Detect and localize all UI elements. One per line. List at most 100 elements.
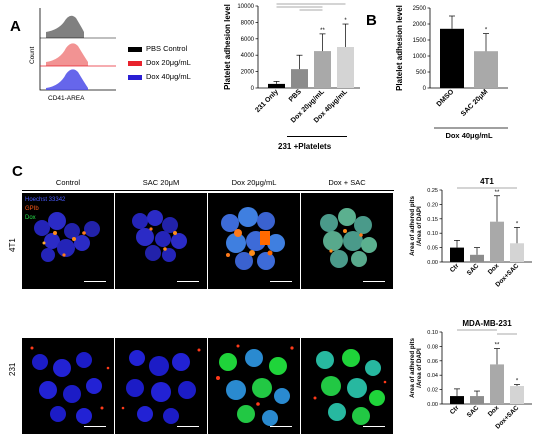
group-label: Dox 40μg/mL — [445, 131, 493, 140]
y-tick-label: 1500 — [413, 38, 427, 44]
chart-panel-b-platelet-adhesion: 0 500 1000 1500 2000 2500 Platelet adhesion le… — [395, 5, 508, 140]
bar — [490, 221, 504, 262]
column-header-sac: SAC 20μM — [142, 178, 180, 187]
chart-panel-c-mda-mb-231: 0.00 0.02 0.04 0.06 0.08 0.10 Area of adhered … — [409, 319, 532, 430]
y-tick-label: 10000 — [237, 4, 254, 10]
y-tick-label: 0.06 — [427, 359, 438, 365]
y-axis-label: Platelet adhesion level — [223, 4, 232, 90]
scale-bar — [270, 281, 292, 282]
y-tick-label: 0.02 — [427, 388, 438, 394]
bar — [450, 396, 464, 404]
y-tick-label: 2000 — [241, 70, 255, 76]
stain-label-gpib: GPIb — [25, 206, 39, 212]
y-tick-label: 0.00 — [427, 402, 438, 408]
column-header-dox: Dox 20μg/mL — [231, 178, 277, 187]
y-tick-label: 0.15 — [427, 217, 438, 223]
legend-item: PBS Control — [128, 42, 191, 56]
y-axis-label: Platelet adhesion level — [395, 5, 404, 91]
y-tick-label: 0.25 — [427, 188, 438, 194]
x-tick-label: 231 Only — [254, 88, 280, 114]
bar — [470, 396, 484, 404]
bar — [450, 247, 464, 262]
panel-label-c: C — [12, 163, 23, 180]
x-tick-label: Ctr — [449, 262, 461, 274]
x-tick-label: Dox — [487, 404, 501, 418]
y-tick-label: 0.20 — [427, 202, 438, 208]
y-axis-label: /Area of DAPI — [416, 206, 423, 246]
bar — [314, 51, 331, 88]
significance-marker: ** — [320, 28, 325, 34]
x-tick-label: Ctr — [449, 404, 461, 416]
y-tick-label: 2000 — [413, 22, 427, 28]
column-header-dox-sac: Dox + SAC — [328, 178, 366, 187]
histogram-ylabel: Count — [29, 46, 36, 64]
row-label-4t1: 4T1 — [8, 238, 17, 252]
y-axis-label: /Area of DAPI — [416, 348, 423, 388]
column-header-divider — [22, 190, 394, 191]
micrograph-231-control — [22, 338, 114, 434]
x-tick-label: PBS — [288, 88, 303, 103]
bar — [291, 69, 308, 88]
bar — [490, 364, 504, 404]
row-label-231: 231 — [8, 362, 17, 376]
y-tick-label: 0.00 — [427, 260, 438, 266]
column-header-control: Control — [55, 178, 81, 187]
legend-label: PBS Control — [146, 44, 188, 53]
stain-label-dox: Dox — [25, 215, 36, 221]
histogram-dox20-fill — [46, 43, 88, 66]
bar — [510, 386, 524, 404]
legend-item: Dox 20μg/mL — [128, 56, 191, 70]
scale-bar — [270, 426, 292, 427]
significance-marker: * — [485, 28, 488, 34]
micrograph-4t1-control: Hoechst 33342 GPIb Dox — [22, 193, 114, 289]
legend-label: Dox 40μg/mL — [146, 72, 191, 81]
y-tick-label: 0.05 — [427, 246, 438, 252]
micrograph-4t1-dox-sac — [301, 193, 393, 289]
histogram-legend: PBS Control Dox 20μg/mL Dox 40μg/mL — [128, 42, 191, 84]
legend-swatch — [128, 46, 142, 52]
y-tick-label: 1000 — [413, 54, 427, 60]
bar — [440, 28, 464, 88]
y-tick-label: 0 — [251, 86, 255, 92]
bar — [470, 254, 484, 262]
micrograph-4t1-sac — [115, 193, 207, 289]
scale-bar — [84, 281, 106, 282]
micrograph-231-dox-sac — [301, 338, 393, 434]
bar — [510, 243, 524, 262]
scale-bar — [84, 426, 106, 427]
significance-marker: * — [516, 379, 519, 385]
legend-swatch — [128, 74, 142, 80]
y-tick-label: 0.10 — [427, 231, 438, 237]
x-tick-label: SAC 20μM — [460, 88, 490, 118]
y-tick-label: 0.08 — [427, 344, 438, 350]
chart-title: 4T1 — [480, 177, 494, 186]
significance-marker: ** — [495, 190, 500, 196]
chart-title: MDA-MB-231 — [462, 319, 512, 328]
legend-label: Dox 20μg/mL — [146, 58, 191, 67]
y-tick-label: 2500 — [413, 6, 427, 12]
flow-histogram: Count CD41-AREA — [29, 8, 116, 102]
micrograph-231-dox — [208, 338, 300, 434]
x-tick-label: SAC — [466, 262, 481, 277]
chart-a-group-line — [287, 136, 347, 137]
y-axis-label: Area of adhered pits — [409, 196, 416, 256]
y-axis-label: Area of adhered pits — [409, 338, 416, 398]
legend-item: Dox 40μg/mL — [128, 70, 191, 84]
histogram-axes — [39, 8, 116, 91]
significance-marker: ** — [495, 343, 500, 349]
y-tick-label: 500 — [416, 70, 427, 76]
y-tick-label: 0 — [423, 86, 427, 92]
x-tick-label: Dox — [487, 262, 501, 276]
panel-label-a: A — [10, 18, 21, 35]
bar — [268, 83, 285, 88]
bar — [474, 51, 498, 88]
significance-marker: * — [344, 18, 347, 24]
scale-bar — [177, 426, 199, 427]
chart-panel-c-4t1: 0.00 0.05 0.10 0.15 0.20 0.25 Area of adhered … — [409, 177, 532, 288]
legend-swatch — [128, 60, 142, 66]
bar — [337, 47, 354, 88]
y-tick-label: 0.04 — [427, 373, 438, 379]
chart-a-group-label: 231 +Platelets — [278, 142, 332, 151]
y-tick-label: 8000 — [241, 20, 255, 26]
histogram-xlabel: CD41-AREA — [48, 95, 85, 102]
